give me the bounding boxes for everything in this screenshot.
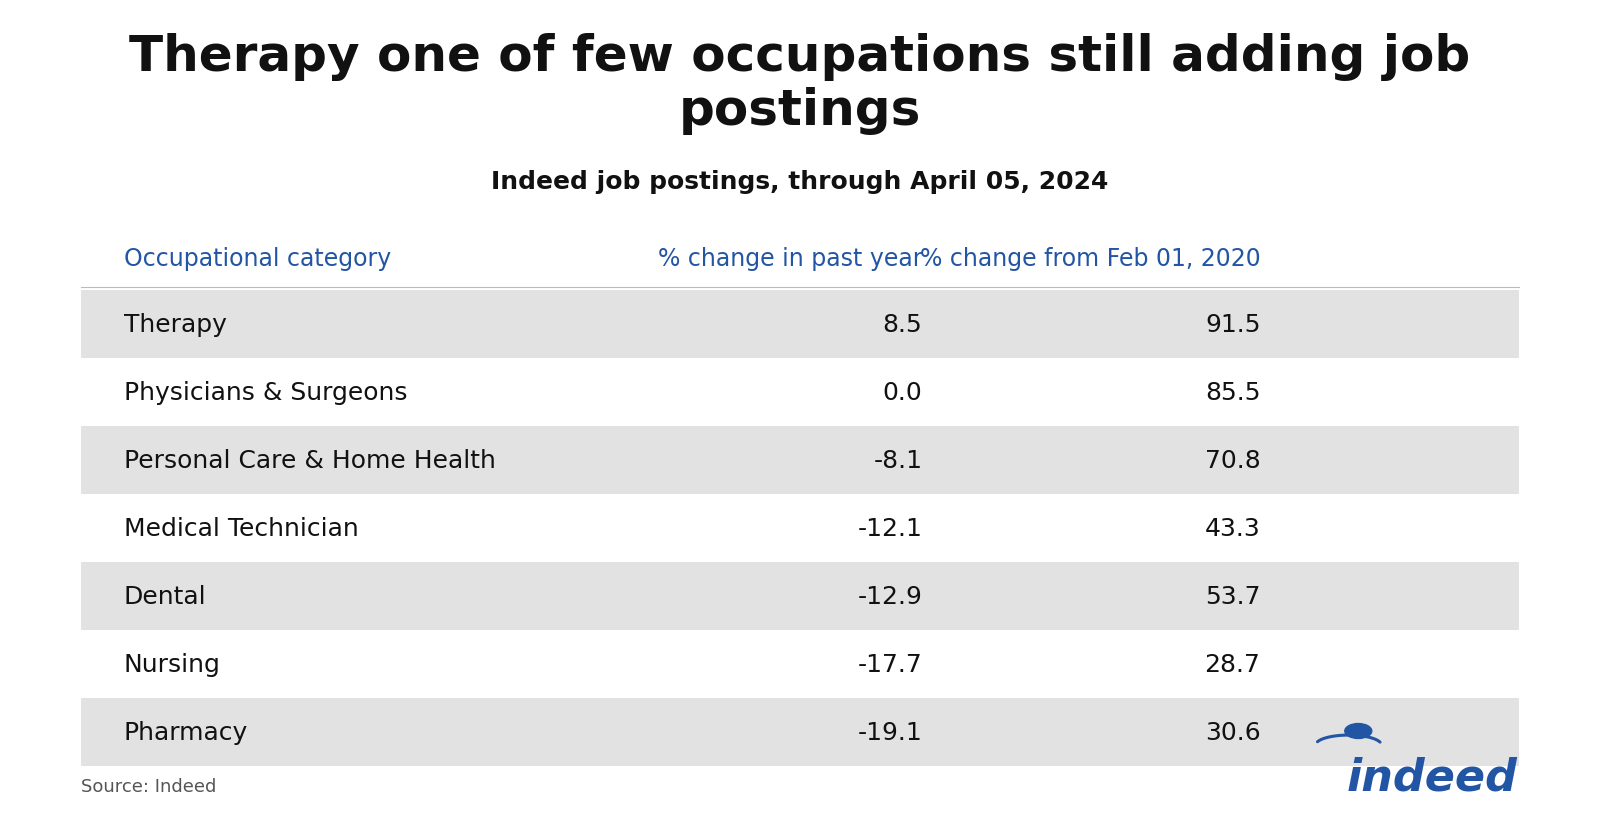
Text: Source: Indeed: Source: Indeed: [80, 777, 216, 795]
Bar: [80, 494, 1520, 562]
Text: 91.5: 91.5: [1205, 313, 1261, 336]
Text: 8.5: 8.5: [883, 313, 922, 336]
Bar: [80, 291, 1520, 359]
Text: indeed: indeed: [1347, 756, 1518, 799]
Bar: [80, 698, 1520, 766]
Text: 70.8: 70.8: [1205, 449, 1261, 472]
Bar: [80, 426, 1520, 494]
Text: 0.0: 0.0: [883, 381, 922, 404]
Circle shape: [1344, 724, 1371, 739]
Text: Indeed job postings, through April 05, 2024: Indeed job postings, through April 05, 2…: [491, 170, 1109, 194]
Text: -12.9: -12.9: [858, 585, 922, 608]
Text: % change in past year: % change in past year: [658, 247, 922, 271]
Text: Therapy one of few occupations still adding job
postings: Therapy one of few occupations still add…: [130, 33, 1470, 135]
Bar: [80, 562, 1520, 630]
Text: 43.3: 43.3: [1205, 517, 1261, 540]
Text: Medical Technician: Medical Technician: [123, 517, 358, 540]
Text: Dental: Dental: [123, 585, 206, 608]
Text: Pharmacy: Pharmacy: [123, 720, 248, 744]
Text: -8.1: -8.1: [874, 449, 922, 472]
Text: % change from Feb 01, 2020: % change from Feb 01, 2020: [920, 247, 1261, 271]
Text: 30.6: 30.6: [1205, 720, 1261, 744]
Text: Occupational category: Occupational category: [123, 247, 390, 271]
Bar: [80, 630, 1520, 698]
Bar: [80, 359, 1520, 426]
Text: 85.5: 85.5: [1205, 381, 1261, 404]
Text: -19.1: -19.1: [858, 720, 922, 744]
Text: 53.7: 53.7: [1205, 585, 1261, 608]
Text: Nursing: Nursing: [123, 652, 221, 676]
Text: Physicians & Surgeons: Physicians & Surgeons: [123, 381, 408, 404]
Text: 28.7: 28.7: [1205, 652, 1261, 676]
Text: Therapy: Therapy: [123, 313, 227, 336]
Text: -12.1: -12.1: [858, 517, 922, 540]
Text: -17.7: -17.7: [858, 652, 922, 676]
Text: Personal Care & Home Health: Personal Care & Home Health: [123, 449, 496, 472]
